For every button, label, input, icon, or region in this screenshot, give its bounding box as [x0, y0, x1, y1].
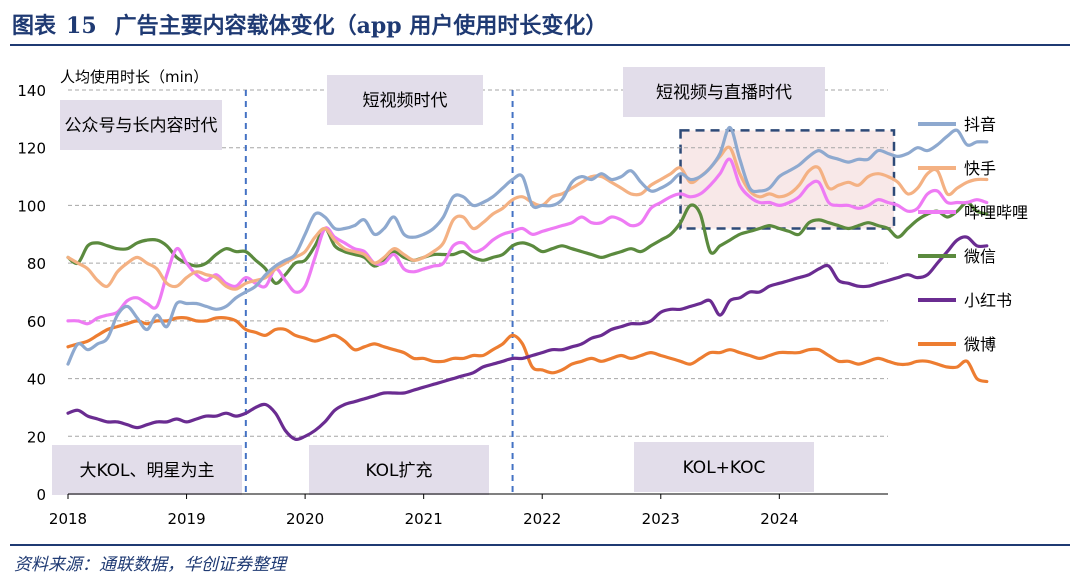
figure-title: 图表 15 广告主要内容载体变化（app 用户使用时长变化） [12, 8, 607, 40]
series-line-1 [66, 145, 989, 291]
phase-bottom-3-label: KOL+KOC [683, 458, 766, 478]
phase-bottom-1-box [52, 445, 242, 495]
phase-top-1-box [60, 100, 222, 150]
phase-bottom-2-label: KOL扩充 [365, 461, 432, 481]
series-line-3 [66, 200, 989, 285]
series-line-4 [66, 235, 989, 441]
y-tick-label: 140 [17, 82, 46, 100]
phase-top-1-label: 公众号与长内容时代 [65, 116, 218, 136]
y-tick-label: 80 [27, 255, 46, 273]
series-line-2 [66, 157, 989, 326]
phase-bottom-2-box [309, 445, 489, 495]
x-tick-label: 2019 [167, 510, 205, 528]
phase-bottom-1-label: 大KOL、明星为主 [79, 461, 214, 481]
series-line-5 [66, 316, 989, 384]
y-tick-label: 60 [27, 313, 46, 331]
series-line-0 [66, 125, 989, 366]
x-tick-label: 2021 [405, 510, 443, 528]
series-lines [66, 125, 989, 441]
legend-label: 快手 [964, 159, 996, 178]
x-tick-label: 2018 [49, 510, 87, 528]
legend-label: 哔哩哔哩 [964, 203, 1028, 222]
highlight-window [679, 129, 896, 230]
figure-label: 图表 [12, 13, 57, 39]
figure-title-text: 广告主要内容载体变化（app 用户使用时长变化） [114, 13, 608, 39]
phase-top-3-label: 短视频与直播时代 [656, 83, 792, 103]
x-tick-label: 2022 [523, 510, 561, 528]
legend-label: 微信 [964, 247, 996, 266]
title-rule [10, 44, 1070, 46]
x-tick-label: 2023 [642, 510, 680, 528]
y-tick-label: 120 [17, 140, 46, 158]
legend-label: 抖音 [964, 115, 996, 134]
phase-bottom-3-box [634, 442, 814, 492]
axes: 0 20 40 60 80 100 120 140 人均使用时长（min） 2018 2019 202… [17, 68, 888, 528]
y-axis-label: 人均使用时长（min） [60, 68, 208, 86]
y-tick-label: 100 [17, 197, 46, 215]
legend-label: 微博 [964, 335, 996, 354]
y-tick-label: 40 [27, 371, 46, 389]
x-tick-label: 2024 [760, 510, 798, 528]
phase-top-3-box [623, 67, 825, 117]
y-tick-label: 20 [27, 428, 46, 446]
source-note: 资料来源：通联数据，华创证券整理 [14, 555, 286, 575]
y-tick-label: 0 [36, 486, 46, 504]
x-tick-label: 2020 [286, 510, 324, 528]
legend-label: 小红书 [964, 291, 1012, 310]
highlight-box [679, 129, 896, 230]
source-rule [10, 544, 1070, 546]
figure-number: 15 [66, 13, 97, 39]
phase-top-2-box [327, 75, 483, 125]
phase-top-2-label: 短视频时代 [363, 91, 448, 111]
